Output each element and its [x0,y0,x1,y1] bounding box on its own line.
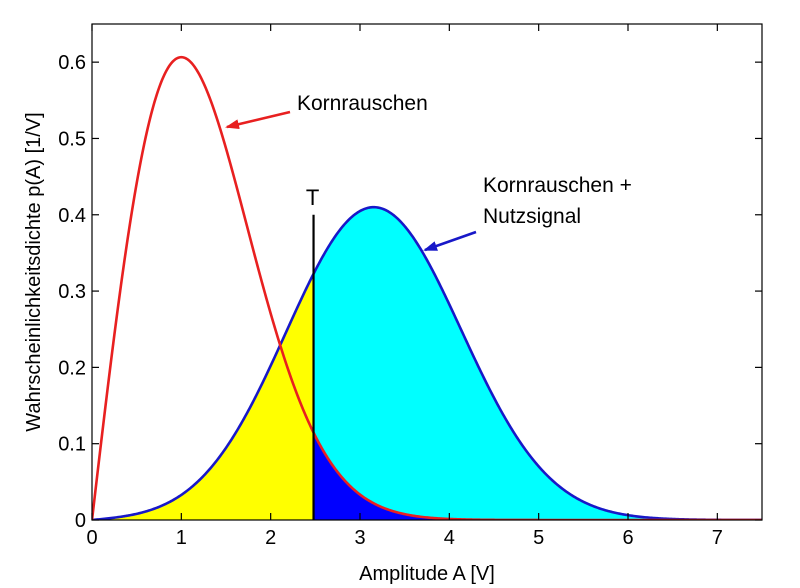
y-tick-label: 0.1 [58,434,86,456]
plot-area [92,55,762,520]
x-tick-label: 1 [176,527,187,549]
annotation-kornrauschen-plus: Kornrauschen + [483,174,632,197]
x-tick-label: 2 [265,527,276,549]
threshold-label: T [306,185,319,210]
x-tick-label: 7 [712,527,723,549]
fill-rayleigh-above-threshold [313,432,762,520]
y-tick-label: 0.3 [58,281,86,303]
x-tick-label: 6 [622,527,633,549]
x-tick-label: 0 [86,527,97,549]
y-tick-label: 0.6 [58,52,86,74]
x-tick-label: 5 [533,527,544,549]
x-tick-label: 4 [444,527,455,549]
series-line-kornrauschen-nutzsignal [92,205,762,520]
y-axis: 0 0.1 0.2 0.3 0.4 0.5 0.6 [58,52,762,532]
annotation-kornrauschen: Kornrauschen [297,92,428,115]
annotation-nutzsignal: Nutzsignal [483,205,581,228]
y-axis-label: Wahrscheinlichkeitsdichte p(A) [1/V] [23,112,45,431]
fill-rice-below-threshold [92,273,314,520]
x-tick-label: 3 [354,527,365,549]
axes-box [91,23,763,521]
y-tick-label: 0.2 [58,357,86,379]
x-axis: 0 1 2 3 4 5 6 7 [86,24,723,549]
fill-rice-above-threshold [313,207,762,520]
y-tick-label: 0.4 [58,205,86,227]
annotation-arrow-kornrauschen [225,110,291,130]
series-line-kornrauschen [92,55,762,520]
y-tick-label: 0.5 [58,128,86,150]
x-axis-label: Amplitude A [V] [359,563,495,585]
annotation-arrow-kornrauschen-nutzsignal [423,230,477,252]
y-tick-label: 0 [75,510,86,532]
